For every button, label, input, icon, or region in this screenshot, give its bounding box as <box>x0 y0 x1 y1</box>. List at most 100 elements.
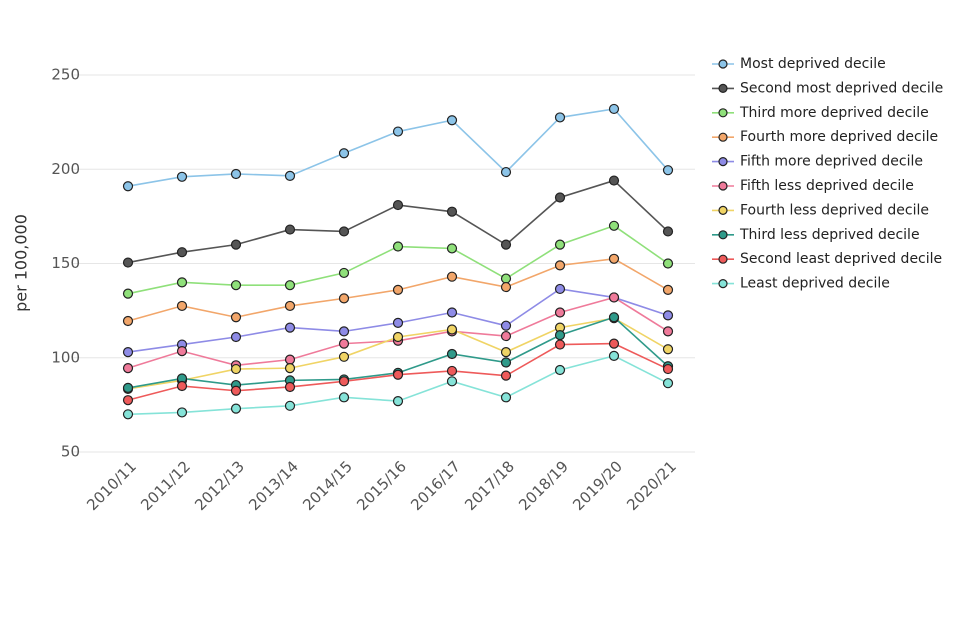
data-point <box>230 280 242 291</box>
y-tick-label: 200 <box>51 160 80 178</box>
legend-label: Third more deprived decile <box>739 105 929 121</box>
data-point <box>176 247 188 258</box>
data-point <box>176 380 188 392</box>
data-point <box>230 312 242 323</box>
data-point <box>284 381 296 393</box>
data-point <box>230 331 242 343</box>
data-point <box>446 324 458 335</box>
data-point <box>662 226 674 237</box>
legend-marker <box>718 132 728 142</box>
data-point <box>122 346 134 358</box>
data-point <box>500 370 512 381</box>
legend-label: Second least deprived decile <box>740 251 942 267</box>
data-point <box>338 226 350 237</box>
data-point <box>230 403 242 414</box>
data-point <box>500 346 512 358</box>
legend-label: Fourth more deprived decile <box>740 129 938 145</box>
data-point <box>554 112 566 123</box>
data-point <box>500 320 512 331</box>
data-point <box>122 363 134 374</box>
data-point <box>554 239 566 250</box>
data-point <box>662 326 674 337</box>
legend-marker <box>718 205 728 215</box>
data-point <box>122 288 134 299</box>
data-point <box>554 192 566 203</box>
data-point <box>662 363 674 375</box>
x-tick-label: 2013/14 <box>245 457 302 514</box>
legend-marker <box>718 254 728 264</box>
data-point <box>446 365 458 377</box>
data-point <box>500 166 512 178</box>
x-tick-label: 2017/18 <box>461 457 518 514</box>
data-point <box>338 338 350 349</box>
x-tick-label: 2016/17 <box>407 457 464 514</box>
data-point <box>446 271 458 282</box>
data-point <box>230 363 242 375</box>
data-point <box>500 273 512 284</box>
y-tick-label: 150 <box>51 254 80 272</box>
data-point <box>338 392 350 403</box>
legend-label: Fourth less deprived decile <box>740 202 929 218</box>
data-point <box>392 317 404 328</box>
data-point <box>446 376 458 387</box>
data-point <box>392 331 404 343</box>
data-point <box>446 307 458 318</box>
data-point <box>392 369 404 380</box>
data-point <box>662 310 674 321</box>
legend-marker <box>718 230 728 240</box>
data-point <box>284 224 296 235</box>
data-point <box>554 283 566 295</box>
series-line <box>127 108 669 188</box>
data-point <box>284 363 296 374</box>
data-point <box>554 260 566 271</box>
data-point <box>338 267 350 279</box>
data-point <box>122 409 134 420</box>
data-point <box>122 382 134 394</box>
legend-label: Fifth more deprived decile <box>740 154 923 170</box>
data-point <box>284 354 296 365</box>
data-point <box>392 126 404 137</box>
data-point <box>608 292 620 303</box>
data-point <box>338 148 350 159</box>
legend-marker <box>718 59 728 69</box>
data-point <box>176 171 188 182</box>
legend-label: Third less deprived decile <box>739 227 920 243</box>
legend-label: Most deprived decile <box>740 56 886 72</box>
data-point <box>122 395 134 406</box>
data-point <box>176 407 188 418</box>
y-tick-label: 50 <box>61 443 80 461</box>
data-point <box>392 199 404 211</box>
data-point <box>662 378 674 389</box>
legend-label: Second most deprived decile <box>740 80 943 96</box>
data-point <box>446 243 458 254</box>
data-point <box>338 351 350 362</box>
data-point <box>608 103 620 115</box>
data-point <box>230 385 242 396</box>
legend-label: Least deprived decile <box>740 276 890 292</box>
x-tick-label: 2014/15 <box>299 457 356 514</box>
data-point <box>500 239 512 250</box>
data-point <box>662 344 674 355</box>
data-point <box>500 281 512 293</box>
data-point <box>662 284 674 295</box>
data-point <box>284 170 296 181</box>
data-point <box>608 338 620 349</box>
data-point <box>122 257 134 268</box>
data-point <box>176 277 188 288</box>
data-point <box>500 357 512 368</box>
x-tick-label: 2018/19 <box>515 457 572 514</box>
data-point <box>284 322 296 333</box>
x-tick-label: 2020/21 <box>623 457 680 514</box>
data-point <box>500 392 512 403</box>
data-point <box>284 300 296 312</box>
data-point <box>176 346 188 357</box>
x-tick-label: 2011/12 <box>137 457 194 514</box>
data-point <box>608 312 620 323</box>
data-point <box>554 330 566 341</box>
data-point <box>338 293 350 304</box>
data-point <box>554 307 566 318</box>
legend-marker <box>718 181 728 191</box>
data-point <box>608 220 620 231</box>
data-point <box>662 258 674 269</box>
data-point <box>662 165 674 176</box>
